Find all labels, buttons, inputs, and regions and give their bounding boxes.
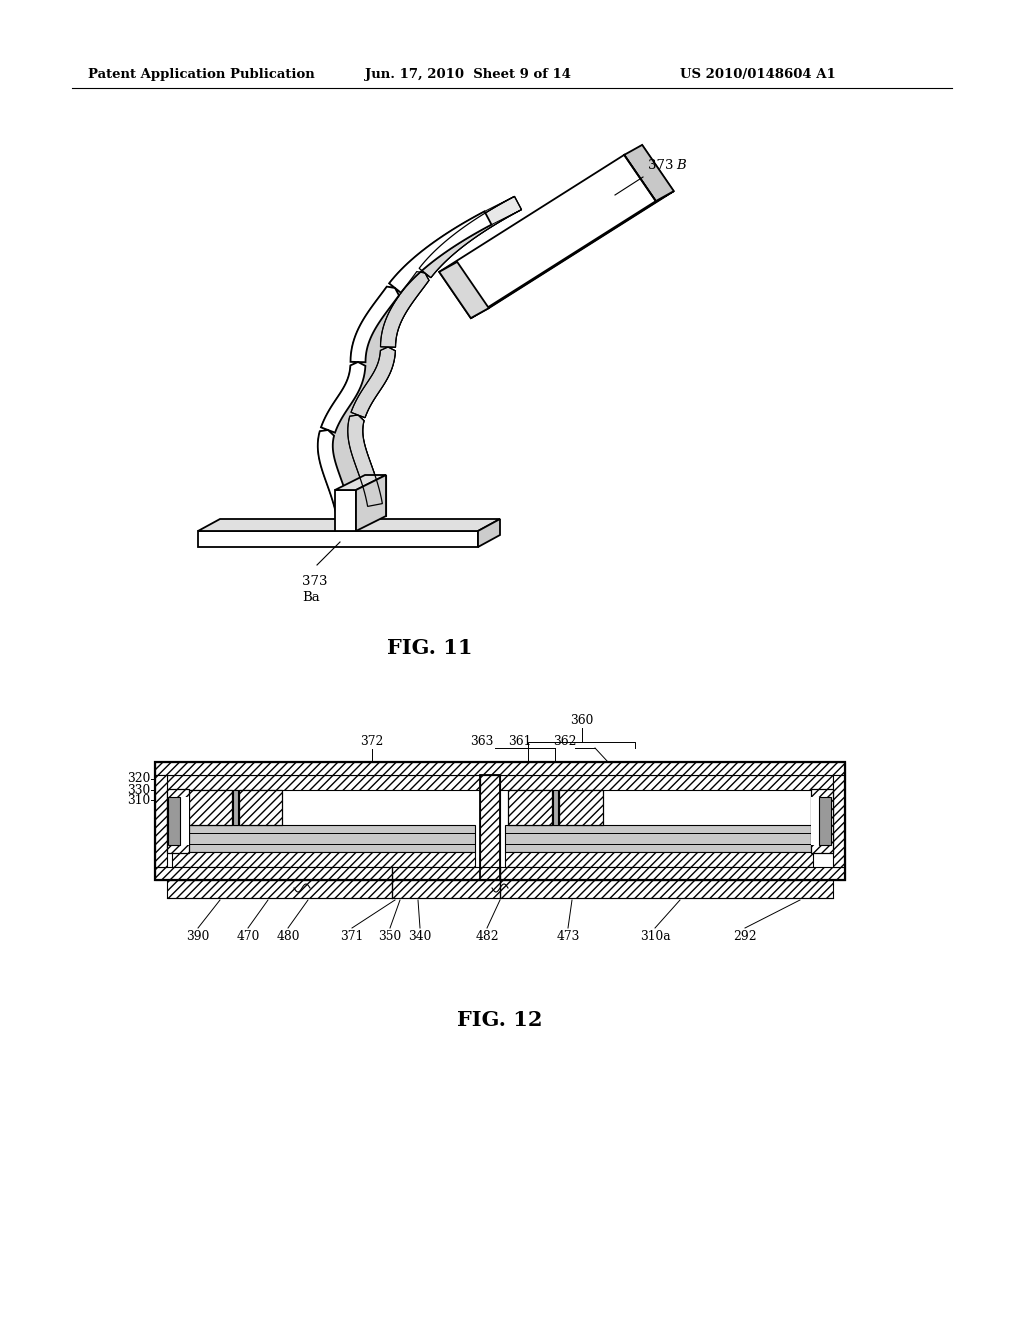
Bar	[185, 825, 475, 851]
Text: 330: 330	[127, 784, 150, 796]
Text: Jun. 17, 2010  Sheet 9 of 14: Jun. 17, 2010 Sheet 9 of 14	[365, 69, 571, 81]
Bar	[167, 880, 833, 898]
Bar	[553, 789, 558, 825]
Bar	[480, 775, 500, 880]
Text: 482: 482	[475, 931, 499, 942]
Polygon shape	[478, 519, 500, 546]
Bar	[480, 775, 500, 880]
Polygon shape	[348, 197, 521, 507]
Polygon shape	[328, 210, 521, 519]
Bar	[167, 775, 480, 789]
Bar	[168, 797, 180, 845]
Polygon shape	[625, 145, 674, 201]
Text: 350: 350	[379, 931, 401, 942]
Bar	[239, 789, 282, 825]
Polygon shape	[335, 490, 356, 531]
Polygon shape	[317, 211, 492, 521]
Bar	[172, 851, 475, 867]
Polygon shape	[365, 475, 386, 516]
Polygon shape	[335, 475, 386, 490]
Text: US 2010/0148604 A1: US 2010/0148604 A1	[680, 69, 836, 81]
Bar	[155, 762, 845, 775]
Text: FIG. 11: FIG. 11	[387, 638, 473, 657]
Bar	[167, 789, 189, 853]
Text: FIG. 12: FIG. 12	[458, 1010, 543, 1030]
Bar	[233, 789, 238, 825]
Polygon shape	[198, 531, 478, 546]
Bar	[833, 775, 845, 867]
Bar	[505, 825, 813, 851]
Bar	[500, 775, 833, 789]
Text: 310: 310	[127, 793, 150, 807]
Text: 373: 373	[302, 576, 328, 587]
Text: 473: 473	[556, 931, 580, 942]
Text: 372: 372	[360, 735, 384, 748]
Bar	[167, 775, 833, 867]
Bar	[559, 789, 603, 825]
Text: 340: 340	[409, 931, 432, 942]
Polygon shape	[439, 154, 655, 318]
Text: B: B	[676, 158, 686, 172]
Bar	[811, 789, 833, 853]
Polygon shape	[198, 519, 500, 531]
Polygon shape	[356, 475, 386, 531]
Text: 480: 480	[276, 931, 300, 942]
Bar	[155, 775, 167, 867]
Text: 360: 360	[570, 714, 594, 727]
Bar	[172, 797, 189, 845]
Bar	[508, 789, 552, 825]
Text: 371: 371	[340, 931, 364, 942]
Bar	[187, 789, 232, 825]
Text: 362: 362	[553, 735, 577, 748]
Bar	[505, 851, 813, 867]
Polygon shape	[317, 197, 514, 521]
Text: 320: 320	[127, 772, 150, 785]
Bar	[819, 797, 831, 845]
Bar	[811, 797, 828, 845]
Text: 310a: 310a	[640, 931, 671, 942]
Text: Patent Application Publication: Patent Application Publication	[88, 69, 314, 81]
Polygon shape	[471, 191, 674, 318]
Text: Ba: Ba	[302, 591, 319, 605]
Text: 373: 373	[648, 158, 674, 172]
Text: 470: 470	[237, 931, 260, 942]
Polygon shape	[439, 261, 488, 318]
Bar	[155, 867, 845, 880]
Text: 361: 361	[508, 735, 531, 748]
Text: 390: 390	[186, 931, 210, 942]
Polygon shape	[457, 145, 674, 308]
Bar	[155, 762, 845, 880]
Text: 292: 292	[733, 931, 757, 942]
Text: 363: 363	[470, 735, 494, 748]
